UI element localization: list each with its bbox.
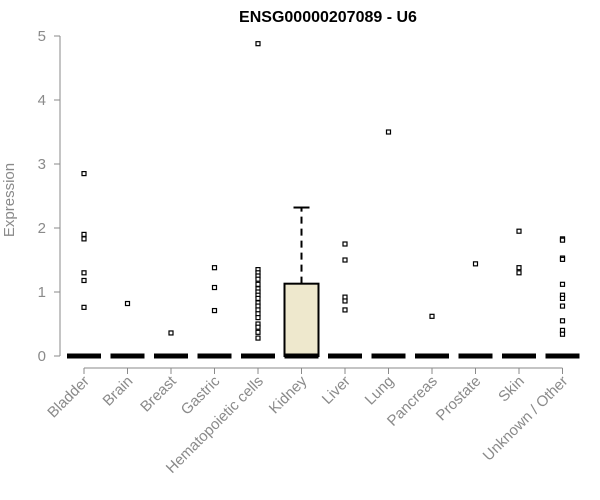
- x-category-label: Kidney: [266, 372, 311, 417]
- box-group-gastric: [197, 265, 232, 359]
- x-category-label: Prostate: [433, 373, 485, 425]
- box-group-bladder: [67, 171, 101, 359]
- x-category-label: Breast: [137, 372, 180, 415]
- outlier-point: [385, 129, 392, 135]
- x-category-label: Lung: [362, 373, 398, 409]
- plot-area: [67, 41, 580, 359]
- outlier-point: [255, 315, 261, 321]
- outlier-point: [81, 277, 87, 284]
- outlier-point: [342, 241, 348, 247]
- outlier-point: [81, 171, 87, 177]
- outlier-point: [342, 298, 348, 304]
- y-tick-label: 5: [38, 28, 46, 45]
- y-tick-label: 1: [38, 284, 46, 301]
- box-group-brain: [110, 300, 145, 359]
- y-tick-label: 3: [38, 156, 46, 173]
- outlier-point: [81, 231, 87, 237]
- outlier-point: [559, 318, 566, 324]
- outlier-point: [81, 236, 87, 242]
- outlier-point: [559, 303, 566, 309]
- box-group-prostate: [458, 261, 493, 359]
- outlier-point: [255, 41, 261, 47]
- box: [283, 282, 320, 357]
- outlier-point: [211, 265, 218, 271]
- outlier-point: [255, 335, 261, 341]
- outlier-point: [81, 270, 87, 276]
- outlier-point: [81, 304, 87, 310]
- x-category-label: Brain: [100, 373, 137, 410]
- box-group-skin: [502, 228, 536, 359]
- outlier-point: [211, 284, 218, 291]
- outlier-point: [255, 324, 261, 330]
- outlier-point: [559, 281, 566, 287]
- outlier-point: [255, 329, 261, 335]
- outlier-point: [516, 228, 522, 234]
- outlier-point: [559, 331, 566, 337]
- outlier-point: [559, 256, 566, 262]
- outlier-point: [559, 295, 566, 301]
- outlier-point: [472, 261, 479, 267]
- outlier-point: [255, 281, 261, 287]
- chart-title: ENSG00000207089 - U6: [239, 9, 417, 26]
- box-group-lung: [371, 129, 406, 359]
- outlier-point: [168, 330, 174, 336]
- box-group-pancreas: [415, 313, 449, 359]
- outlier-point: [342, 257, 348, 263]
- x-category-label: Bladder: [44, 373, 93, 422]
- box-group-liver: [328, 241, 362, 359]
- box-group-kidney: [283, 206, 320, 359]
- box-group-hematopoietic-cells: [241, 41, 275, 359]
- outlier-point: [516, 270, 522, 276]
- outlier-point: [559, 237, 566, 243]
- x-category-label: Liver: [319, 373, 354, 408]
- y-tick-label: 2: [38, 220, 46, 237]
- y-tick-label: 4: [38, 92, 46, 109]
- x-category-label: Skin: [495, 373, 528, 406]
- outlier-point: [255, 295, 261, 301]
- outlier-point: [342, 307, 348, 313]
- outlier-point: [124, 300, 131, 307]
- outlier-point: [255, 276, 261, 282]
- y-axis-title: Expression: [1, 163, 18, 237]
- box-group-breast: [154, 330, 188, 359]
- box-group-unknown-other: [545, 236, 580, 359]
- y-tick-label: 0: [38, 348, 46, 365]
- outlier-point: [516, 265, 522, 271]
- outlier-point: [429, 313, 435, 319]
- outlier-point: [211, 307, 218, 314]
